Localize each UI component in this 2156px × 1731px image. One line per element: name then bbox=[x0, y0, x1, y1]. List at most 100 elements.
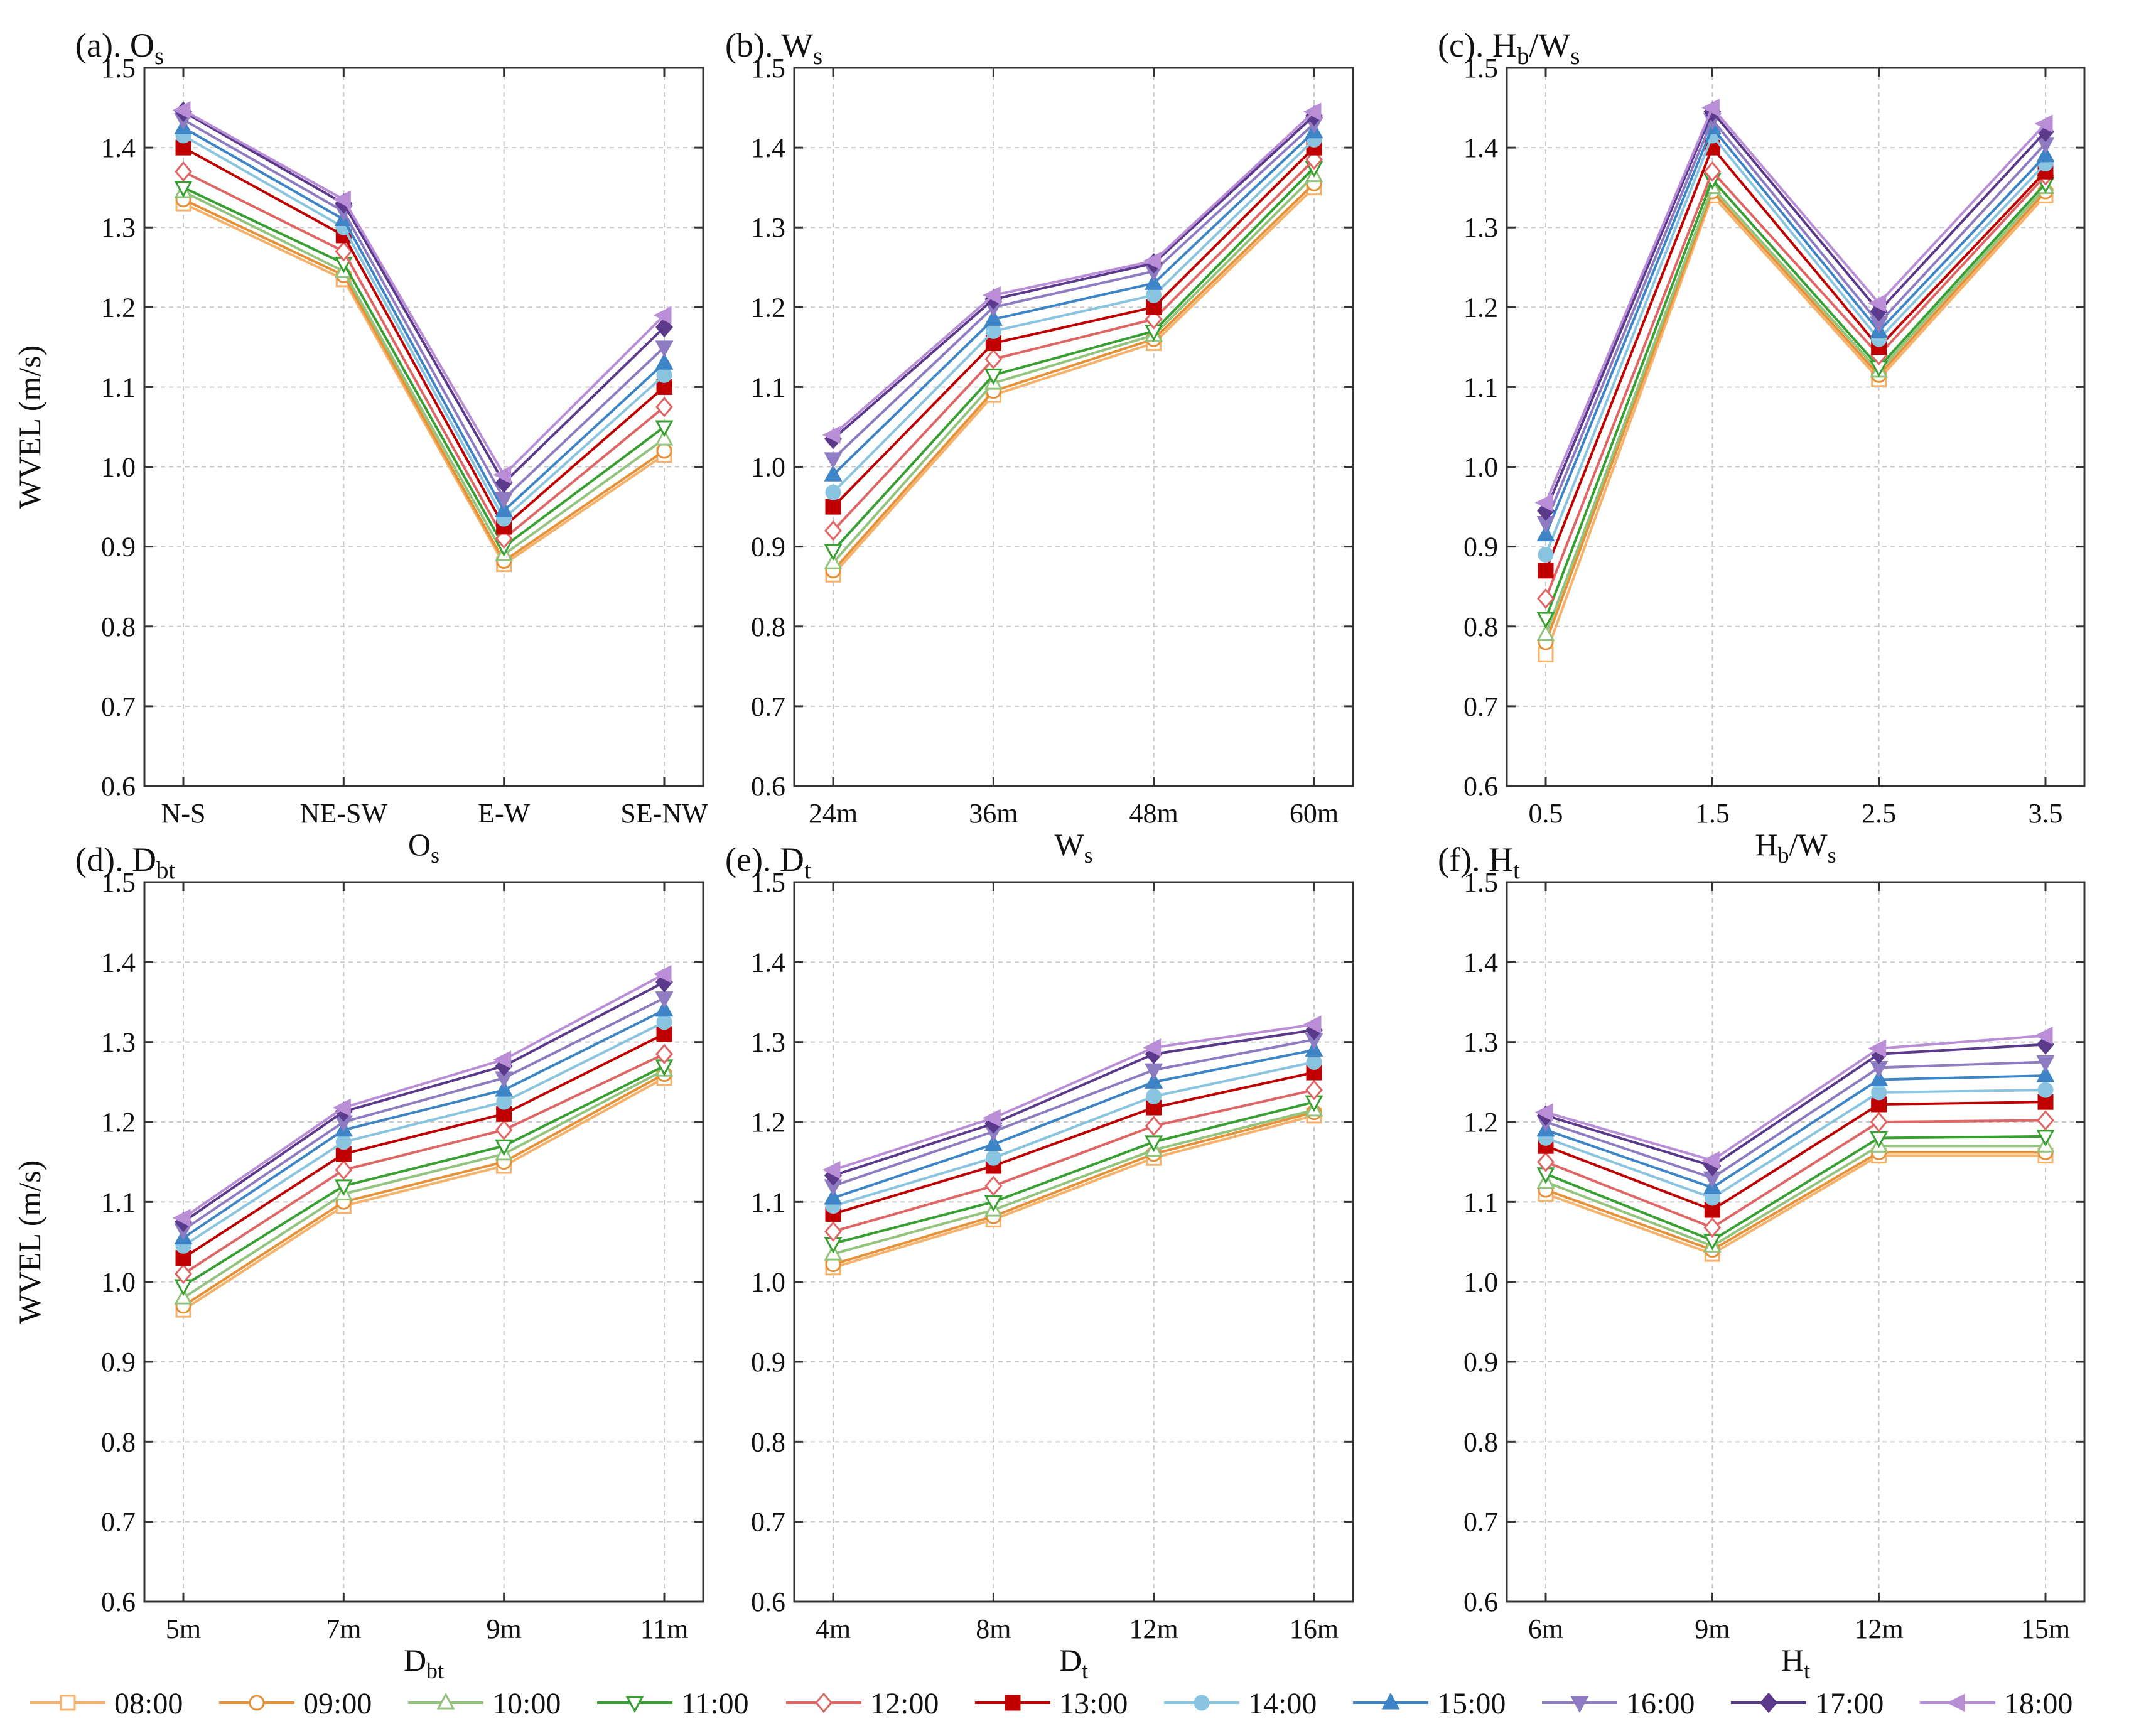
data-point bbox=[2036, 145, 2055, 163]
series-line bbox=[832, 131, 1315, 476]
series-line bbox=[1545, 1135, 2046, 1242]
data-point bbox=[655, 396, 673, 418]
x-tick-label: 4m bbox=[816, 1614, 851, 1644]
y-tick-label: 1.2 bbox=[101, 1107, 136, 1138]
panel-c: 0.6 0.7 0.8 0.9 1.0 1.1 1.2 1.3 1.4 1.5 0.5 1.5 2.5 3… bbox=[1438, 26, 2086, 868]
y-tick-label: 0.9 bbox=[751, 532, 785, 563]
series-line bbox=[832, 175, 1315, 564]
y-tick-label: 0.7 bbox=[101, 691, 136, 722]
plot-frame bbox=[1506, 881, 2086, 1603]
y-tick-label: 0.6 bbox=[101, 771, 136, 802]
series-1800 bbox=[172, 965, 672, 1227]
series-1700 bbox=[824, 1020, 1323, 1186]
series-1500 bbox=[174, 117, 674, 517]
data-point bbox=[656, 1014, 672, 1030]
series-1100 bbox=[1536, 173, 2055, 629]
series-1700 bbox=[175, 101, 673, 493]
data-point bbox=[655, 1043, 673, 1065]
x-tick-label: 12m bbox=[1129, 1614, 1178, 1644]
panel-d: 0.6 0.7 0.8 0.9 1.0 1.1 1.2 1.3 1.4 1.5 5m 7m 9m 11m (… bbox=[12, 841, 704, 1683]
y-tick-label: 1.3 bbox=[101, 212, 136, 243]
data-point bbox=[822, 426, 841, 445]
data-point bbox=[1145, 1072, 1163, 1089]
series-line bbox=[832, 138, 1315, 493]
series-line bbox=[182, 1065, 665, 1287]
data-point bbox=[174, 1288, 193, 1305]
series-line bbox=[1545, 1151, 2046, 1251]
y-tick-label: 0.6 bbox=[1463, 771, 1498, 802]
data-point bbox=[1145, 1116, 1163, 1136]
series-line bbox=[182, 1077, 665, 1311]
legend-marker bbox=[1570, 1696, 1589, 1713]
series-line bbox=[1545, 1034, 2046, 1162]
data-point bbox=[655, 420, 674, 438]
y-tick-label: 0.8 bbox=[751, 1426, 785, 1457]
legend-marker bbox=[1760, 1692, 1777, 1713]
data-point bbox=[1868, 1039, 1887, 1058]
y-tick-label: 1.0 bbox=[751, 452, 785, 483]
y-tick-label: 1.4 bbox=[101, 947, 136, 978]
series-1500 bbox=[824, 1040, 1323, 1205]
y-tick-label: 0.6 bbox=[751, 1587, 785, 1617]
data-point bbox=[984, 1175, 1003, 1197]
series-line bbox=[1544, 109, 2047, 512]
data-point bbox=[2037, 1082, 2054, 1098]
legend-label: 15:00 bbox=[1437, 1687, 1506, 1720]
data-point bbox=[1303, 102, 1322, 121]
data-point bbox=[1703, 1217, 1722, 1238]
series-1100 bbox=[824, 1095, 1323, 1254]
legend-marker bbox=[1005, 1695, 1021, 1711]
series-1400 bbox=[175, 1014, 672, 1254]
series-1800 bbox=[172, 100, 672, 484]
y-tick-label: 0.7 bbox=[101, 1507, 136, 1538]
series-line bbox=[182, 1069, 665, 1299]
legend-item: 18:00 bbox=[1920, 1687, 2072, 1720]
data-point bbox=[655, 340, 674, 358]
data-point bbox=[1145, 1063, 1163, 1081]
series-1200 bbox=[1537, 161, 2054, 609]
series-line bbox=[182, 973, 665, 1219]
y-tick-label: 1.5 bbox=[1463, 867, 1498, 898]
x-tick-label: 6m bbox=[1528, 1614, 1563, 1644]
data-point bbox=[1538, 546, 1554, 563]
data-point bbox=[1538, 563, 1554, 579]
legend-marker bbox=[625, 1696, 644, 1713]
panel-title: (b). Ws bbox=[725, 26, 822, 70]
data-point bbox=[982, 286, 1001, 305]
data-point bbox=[335, 1134, 352, 1150]
data-point bbox=[495, 1139, 514, 1157]
series-line bbox=[183, 198, 666, 563]
x-tick-label: E-W bbox=[478, 798, 531, 829]
x-tick-label: N-S bbox=[161, 798, 206, 829]
data-point bbox=[653, 965, 672, 983]
legend-item: 08:00 bbox=[30, 1687, 183, 1720]
y-tick-label: 1.4 bbox=[751, 132, 785, 163]
panel-e: 0.6 0.7 0.8 0.9 1.0 1.1 1.2 1.3 1.4 1.5 4m 8m 12m 16m… bbox=[725, 841, 1354, 1683]
y-tick-label: 1.0 bbox=[101, 1267, 136, 1298]
y-tick-label: 1.2 bbox=[101, 292, 136, 323]
plot-frame bbox=[1506, 67, 2086, 787]
series-line bbox=[183, 134, 666, 521]
legend-item: 12:00 bbox=[786, 1687, 939, 1720]
series-1100 bbox=[174, 181, 674, 557]
x-tick-label: 1.5 bbox=[1695, 798, 1730, 829]
series-1200 bbox=[1537, 1110, 2054, 1238]
x-tick-label: 15m bbox=[2021, 1614, 2070, 1644]
data-point bbox=[1701, 1151, 1720, 1170]
series-line bbox=[832, 166, 1315, 552]
y-tick-label: 0.9 bbox=[1463, 1347, 1498, 1378]
y-tick-label: 1.5 bbox=[751, 867, 785, 898]
data-point bbox=[495, 1079, 514, 1097]
series-line bbox=[833, 1023, 1315, 1172]
data-point bbox=[174, 181, 193, 198]
series-1800 bbox=[822, 102, 1322, 445]
series-line bbox=[1544, 145, 2047, 571]
series-line bbox=[833, 1108, 1315, 1256]
data-point bbox=[985, 323, 1001, 339]
data-point bbox=[332, 1098, 351, 1117]
plot-frame bbox=[793, 881, 1354, 1603]
y-tick-label: 1.4 bbox=[101, 132, 136, 163]
data-point bbox=[1703, 161, 1722, 182]
y-tick-label: 1.1 bbox=[1463, 372, 1498, 402]
series-line bbox=[1544, 105, 2047, 504]
